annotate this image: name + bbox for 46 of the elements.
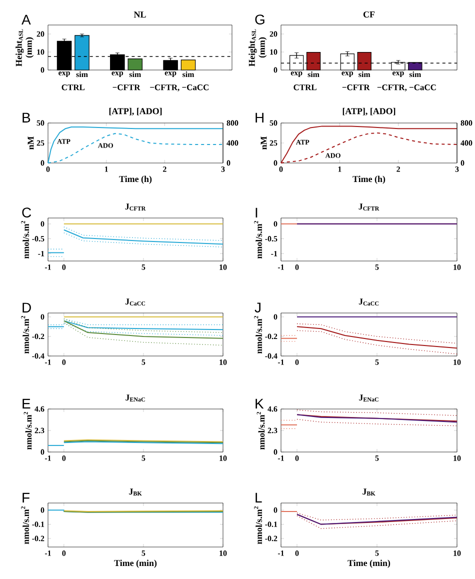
y-axis-title: nM [260,136,267,150]
y-axis-title: Height$_{ASL}$ (mm) [16,29,34,66]
text: −CFTR, −CaCC [150,84,209,92]
chart-title: J$_{ENaC}$ [359,394,378,402]
text: J [254,302,260,312]
y-axis-title: nM [28,136,34,150]
y-axis-title: nmol/s.m$^{2}$ [254,316,262,354]
y-axis-title: nmol/s.m$^{2}$ [21,316,30,354]
x-axis-title: Time (h) [352,176,386,184]
y-axis-title: nmol/s.m$^{2}$ [254,220,262,259]
chart-title: J$_{CFTR}$ [358,204,380,211]
chart-title: J$_{CaCC}$ [125,298,146,306]
text: B [22,112,30,122]
y-axis-title: nmol/s.m$^{2}$ [24,412,32,450]
text: K [256,398,264,408]
y-axis-title: nmol/s.m$^{2}$ [21,220,30,259]
chart-title: J$_{CFTR}$ [125,204,146,211]
text: G [255,14,264,24]
text: E [22,398,30,408]
text: L [256,492,262,502]
chart-title: [ATP], [ADO] [342,108,396,116]
text: C [22,208,32,218]
chart-title: CF [363,11,375,18]
text: −CFTR [112,84,140,90]
chart-title: J$_{CaCC}$ [358,298,379,306]
y-axis-title: Height$_{ASL}$ (mm) [248,29,267,66]
text: −CFTR, −CaCC [377,84,436,92]
text: A [22,14,31,24]
text: H [256,112,264,122]
y-axis-title: nmol/s.m$^{2}$ [256,412,265,450]
chart-title: J$_{ENaC}$ [126,394,145,402]
text: −CFTR [342,84,370,90]
chart-title: [ATP], [ADO] [109,108,162,116]
x-axis-title: Time (min) [114,560,157,568]
y-axis-title: nmol/s.m$^{2}$ [21,506,30,544]
y-axis-title: nmol/s.m$^{2}$ [254,506,262,544]
chart-title: J$_{BK}$ [129,488,142,496]
text: CTRL [62,84,85,90]
chart-title: NL [134,12,146,18]
x-axis-title: Time (h) [119,176,152,184]
x-axis-title: Time (min) [348,560,390,568]
text: I [256,208,258,218]
text: F [22,492,30,502]
text: D [22,302,31,312]
text: CTRL [294,84,316,90]
chart-title: J$_{BK}$ [362,488,376,496]
